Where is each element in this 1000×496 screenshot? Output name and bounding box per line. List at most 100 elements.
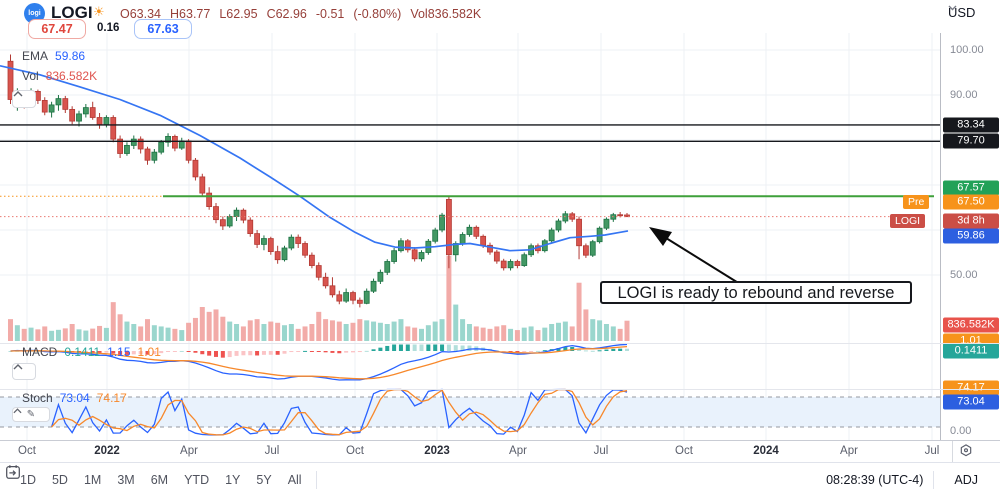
volume-bar (487, 328, 493, 341)
volume-bar (172, 328, 178, 341)
candle-body (583, 245, 589, 256)
macd-histogram-bar (508, 351, 513, 353)
quote-part: -0.51 (315, 7, 345, 21)
volume-bar (145, 319, 150, 341)
candle-body (206, 192, 213, 208)
volume-bar (453, 304, 459, 341)
range-button-5y[interactable]: 5Y (256, 472, 272, 487)
volume-bar (21, 328, 27, 341)
candle-body (124, 144, 130, 154)
macd-histogram-bar (351, 351, 355, 353)
macd-value: 0.1411 (64, 345, 101, 359)
bid-price-box[interactable]: 67.47 (28, 19, 86, 39)
currency-selector[interactable]: USD (948, 5, 975, 20)
volume-bar (117, 314, 123, 341)
candle-body (617, 214, 624, 217)
candle-body (226, 216, 233, 227)
chevron-up-icon (13, 91, 23, 97)
macd-histogram-bar (522, 351, 527, 353)
candle-body (130, 138, 137, 146)
candle-body (151, 151, 158, 161)
candle-body (548, 229, 555, 242)
time-axis-label: Jul (264, 445, 280, 457)
volume-bar (309, 324, 315, 341)
range-button-ytd[interactable]: YTD (184, 472, 210, 487)
candle-body (96, 117, 103, 126)
clock-readout[interactable]: 08:28:39 (UTC-4) (826, 472, 924, 487)
symbol-title[interactable]: LOGI (51, 3, 93, 22)
range-button-3m[interactable]: 3M (117, 472, 135, 487)
stoch-panel-toolbar[interactable]: ✎ (12, 407, 50, 422)
volume-bar (35, 329, 41, 341)
macd-panel-collapse-button[interactable] (12, 363, 36, 380)
range-button-6m[interactable]: 6M (150, 472, 169, 487)
macd-histogram-bar (625, 348, 629, 351)
toolbar-separator (315, 470, 317, 489)
macd-histogram-bar (467, 345, 472, 351)
candle-body (158, 141, 165, 153)
range-button-1d[interactable]: 1D (20, 472, 36, 487)
macd-histogram-bar (583, 350, 588, 352)
candle-body (281, 247, 288, 261)
volume-readout[interactable]: Vol 836.582K (22, 69, 97, 83)
go-to-date-calendar-icon[interactable] (4, 463, 22, 481)
macd-histogram-bar (255, 351, 260, 356)
range-button-1y[interactable]: 1Y (225, 472, 241, 487)
volume-bar (69, 324, 75, 341)
volume-bar (384, 324, 390, 341)
macd-histogram-bar (90, 351, 95, 353)
volume-label: Vol (22, 69, 39, 83)
volume-bar (49, 330, 55, 341)
macd-histogram-bar (529, 351, 534, 352)
volume-bar (90, 328, 96, 341)
macd-histogram-bar (104, 351, 109, 353)
time-axis-settings-gear-icon[interactable] (957, 442, 975, 460)
ema-readout[interactable]: EMA 59.86 (22, 49, 85, 63)
quote-part: L62.95 (219, 7, 258, 21)
macd-histogram-bar (323, 351, 328, 353)
price-axis-chip: 59.86 (943, 228, 999, 244)
annotation-callout[interactable]: LOGI is ready to rebound and reverse (600, 281, 912, 304)
volume-bar (97, 325, 103, 341)
volume-bar (576, 282, 582, 341)
macd-histogram-bar (330, 351, 335, 353)
candle-body (254, 233, 261, 245)
macd-histogram-bar (111, 351, 116, 354)
candle-body (219, 219, 226, 227)
volume-bar (254, 319, 260, 341)
price-axis-chip: 67.57 (943, 180, 999, 196)
range-button-5d[interactable]: 5D (51, 472, 68, 487)
adjust-data-toggle[interactable]: ADJ (954, 472, 978, 487)
candle-body (35, 91, 41, 101)
price-axis-chip: 83.34 (943, 117, 999, 133)
candle-body (308, 254, 315, 266)
candle-body (418, 252, 425, 260)
stoch-readout[interactable]: Stoch 73.04 74.17 (22, 391, 127, 405)
candle-body (171, 135, 178, 149)
macd-histogram-bar (179, 350, 184, 352)
time-axis-label: 2023 (424, 445, 450, 457)
quote-part: O63.34 (120, 7, 162, 21)
price-panel-collapse-button[interactable] (12, 90, 36, 108)
ohlc-readout: O63.34 H63.77 L62.95 C62.96 -0.51 (-0.80%) Vol… (120, 7, 481, 21)
volume-bar (480, 327, 486, 341)
volume-bar (425, 325, 431, 341)
price-axis[interactable]: 100.00 90.00 50.00 0.00 83.34 79.70 67.57 67.50… (940, 33, 1000, 440)
candle-body (329, 285, 336, 296)
time-axis[interactable]: Oct 2022 Apr Jul Oct 2023 Apr Jul Oct 2024 Apr Jul (0, 441, 1000, 462)
macd-readout[interactable]: MACD 0.1411 1.15 1.01 (22, 345, 161, 359)
range-button-1m[interactable]: 1M (83, 472, 102, 487)
stoch-value: 74.17 (96, 391, 127, 405)
macd-histogram-bar (364, 350, 369, 352)
macd-histogram-bar (227, 351, 232, 358)
candle-body (185, 140, 192, 161)
volume-bar (199, 307, 205, 341)
macd-histogram-bar (405, 344, 410, 351)
range-button-all[interactable]: All (287, 472, 302, 487)
candle-body (514, 261, 521, 266)
macd-histogram-bar (193, 351, 198, 353)
ask-price-box[interactable]: 67.63 (134, 19, 192, 39)
candle-body (240, 209, 247, 221)
chevron-down-icon (948, 5, 957, 11)
